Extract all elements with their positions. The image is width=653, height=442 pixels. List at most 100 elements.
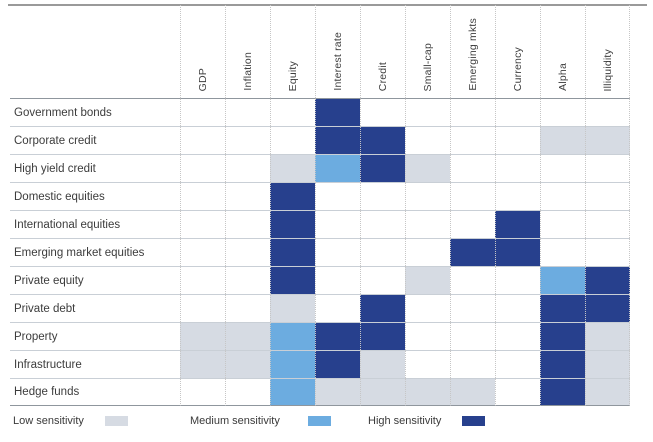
- matrix-cell-low: [315, 378, 360, 406]
- matrix-cell-empty: [360, 98, 405, 126]
- column-header-interest-rate: Interest rate: [315, 5, 360, 98]
- matrix-cell-empty: [495, 154, 540, 182]
- matrix-cell-empty: [315, 238, 360, 266]
- matrix-cell-empty: [180, 182, 225, 210]
- column-header-emerging-mkts: Emerging mkts: [450, 5, 495, 98]
- matrix-cell-empty: [360, 266, 405, 294]
- column-header-label: Alpha: [557, 63, 569, 91]
- matrix-cell-empty: [405, 126, 450, 154]
- matrix-cell-low: [585, 350, 630, 378]
- matrix-cell-high: [585, 294, 630, 322]
- matrix-cell-empty: [180, 238, 225, 266]
- matrix-cell-empty: [450, 350, 495, 378]
- matrix-cell-high: [540, 378, 585, 406]
- top-rule: [8, 4, 647, 6]
- matrix-cell-empty: [585, 210, 630, 238]
- matrix-cell-low: [360, 378, 405, 406]
- matrix-cell-empty: [450, 154, 495, 182]
- matrix-cell-empty: [450, 126, 495, 154]
- matrix-cell-empty: [405, 322, 450, 350]
- matrix-cell-high: [360, 126, 405, 154]
- matrix-cell-empty: [405, 350, 450, 378]
- matrix-cell-high: [585, 266, 630, 294]
- column-header-credit: Credit: [360, 5, 405, 98]
- matrix-cell-empty: [315, 210, 360, 238]
- matrix-cell-empty: [585, 154, 630, 182]
- row-label-government-bonds: Government bonds: [10, 98, 180, 126]
- row-label-infrastructure: Infrastructure: [10, 350, 180, 378]
- column-header-label: Equity: [287, 60, 299, 91]
- column-header-label: Interest rate: [332, 32, 344, 91]
- matrix-cell-high: [450, 238, 495, 266]
- legend-label-high: High sensitivity: [368, 415, 442, 427]
- column-header-inflation: Inflation: [225, 5, 270, 98]
- matrix-cell-empty: [225, 154, 270, 182]
- column-header-currency: Currency: [495, 5, 540, 98]
- matrix-cell-empty: [540, 154, 585, 182]
- matrix-cell-empty: [405, 294, 450, 322]
- matrix-cell-high: [315, 350, 360, 378]
- matrix-cell-low: [450, 378, 495, 406]
- matrix-cell-empty: [225, 378, 270, 406]
- matrix-cell-medium: [270, 322, 315, 350]
- legend-swatch-medium: [308, 416, 331, 426]
- legend-item-high: High sensitivity: [368, 412, 485, 430]
- column-header-label: Inflation: [242, 52, 254, 91]
- row-label-hedge-funds: Hedge funds: [10, 378, 180, 406]
- column-header-label: Currency: [512, 46, 524, 91]
- legend-label-low: Low sensitivity: [13, 415, 84, 427]
- column-header-gdp: GDP: [180, 5, 225, 98]
- matrix-cell-empty: [495, 126, 540, 154]
- matrix-cell-empty: [225, 210, 270, 238]
- column-header-illiquidity: Illiquidity: [585, 5, 630, 98]
- sensitivity-matrix: GDP Inflation Equity Interest rate Credit Sma…: [10, 5, 630, 406]
- matrix-cell-empty: [315, 294, 360, 322]
- matrix-cell-high: [540, 294, 585, 322]
- matrix-cell-empty: [585, 238, 630, 266]
- matrix-cell-empty: [225, 238, 270, 266]
- matrix-cell-low: [585, 322, 630, 350]
- matrix-cell-low: [405, 378, 450, 406]
- matrix-cell-empty: [225, 126, 270, 154]
- matrix-cell-low: [585, 126, 630, 154]
- matrix-cell-empty: [225, 182, 270, 210]
- matrix-cell-empty: [270, 126, 315, 154]
- column-header-label: Emerging mkts: [467, 18, 479, 91]
- matrix-cell-empty: [180, 98, 225, 126]
- matrix-cell-empty: [450, 322, 495, 350]
- matrix-cell-empty: [360, 238, 405, 266]
- row-label-private-equity: Private equity: [10, 266, 180, 294]
- matrix-cell-empty: [405, 98, 450, 126]
- matrix-cell-empty: [180, 154, 225, 182]
- legend-swatch-low: [105, 416, 128, 426]
- matrix-cell-high: [495, 210, 540, 238]
- matrix-cell-low: [270, 294, 315, 322]
- matrix-cell-low: [225, 322, 270, 350]
- matrix-cell-low: [180, 350, 225, 378]
- matrix-cell-medium: [270, 378, 315, 406]
- legend: Low sensitivity Medium sensitivity High se…: [0, 412, 653, 432]
- column-header-label: Small-cap: [422, 42, 434, 91]
- column-header-label: Credit: [377, 61, 389, 91]
- matrix-cell-low: [585, 378, 630, 406]
- matrix-cell-empty: [315, 266, 360, 294]
- matrix-cell-empty: [450, 182, 495, 210]
- matrix-cell-empty: [540, 182, 585, 210]
- matrix-cell-low: [360, 350, 405, 378]
- matrix-cell-high: [360, 294, 405, 322]
- matrix-cell-empty: [405, 238, 450, 266]
- matrix-cell-empty: [225, 98, 270, 126]
- matrix-cell-high: [270, 210, 315, 238]
- matrix-cell-low: [540, 126, 585, 154]
- matrix-cell-empty: [180, 294, 225, 322]
- matrix-cell-empty: [495, 98, 540, 126]
- matrix-cell-empty: [585, 182, 630, 210]
- matrix-cell-empty: [405, 210, 450, 238]
- legend-swatch-high: [462, 416, 485, 426]
- matrix-cell-empty: [540, 238, 585, 266]
- matrix-cell-empty: [450, 210, 495, 238]
- matrix-cell-empty: [495, 322, 540, 350]
- column-header-small-cap: Small-cap: [405, 5, 450, 98]
- matrix-cell-empty: [495, 378, 540, 406]
- legend-item-medium: Medium sensitivity: [190, 412, 331, 430]
